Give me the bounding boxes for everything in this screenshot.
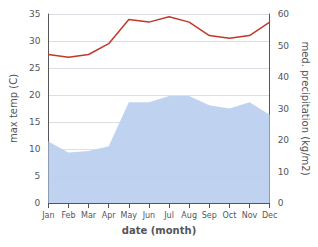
svg-text:Apr: Apr	[102, 211, 117, 220]
svg-text:0: 0	[35, 198, 41, 208]
svg-text:20: 20	[29, 90, 41, 100]
svg-text:10: 10	[29, 144, 41, 154]
svg-text:0: 0	[278, 198, 284, 208]
svg-text:max temp (C): max temp (C)	[8, 74, 19, 143]
svg-text:Nov: Nov	[242, 211, 258, 220]
svg-text:5: 5	[35, 171, 41, 181]
svg-text:Sep: Sep	[202, 211, 217, 220]
svg-text:15: 15	[29, 117, 40, 127]
svg-text:35: 35	[29, 9, 40, 19]
svg-text:med. precipitation (kg/m2): med. precipitation (kg/m2)	[300, 41, 311, 175]
svg-text:Mar: Mar	[81, 211, 97, 220]
svg-text:Aug: Aug	[181, 211, 197, 220]
svg-text:40: 40	[278, 72, 290, 82]
svg-text:20: 20	[278, 135, 290, 145]
svg-text:Dec: Dec	[262, 211, 277, 220]
svg-text:30: 30	[29, 36, 41, 46]
svg-text:50: 50	[278, 41, 290, 51]
svg-text:date (month): date (month)	[122, 225, 196, 236]
svg-text:Jun: Jun	[142, 211, 156, 220]
svg-text:Jan: Jan	[41, 211, 54, 220]
svg-text:May: May	[121, 211, 138, 220]
svg-text:25: 25	[29, 63, 40, 73]
svg-text:30: 30	[278, 104, 290, 114]
svg-text:Oct: Oct	[222, 211, 236, 220]
svg-text:10: 10	[278, 167, 290, 177]
svg-text:Jul: Jul	[163, 211, 174, 220]
svg-text:Feb: Feb	[61, 211, 75, 220]
svg-text:60: 60	[278, 9, 290, 19]
